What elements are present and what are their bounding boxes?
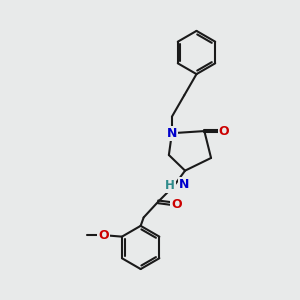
Text: H: H [165, 179, 175, 192]
Text: N: N [167, 127, 177, 140]
Text: O: O [218, 124, 229, 138]
Text: O: O [171, 198, 182, 211]
Text: N: N [179, 178, 189, 191]
Text: O: O [98, 229, 109, 242]
